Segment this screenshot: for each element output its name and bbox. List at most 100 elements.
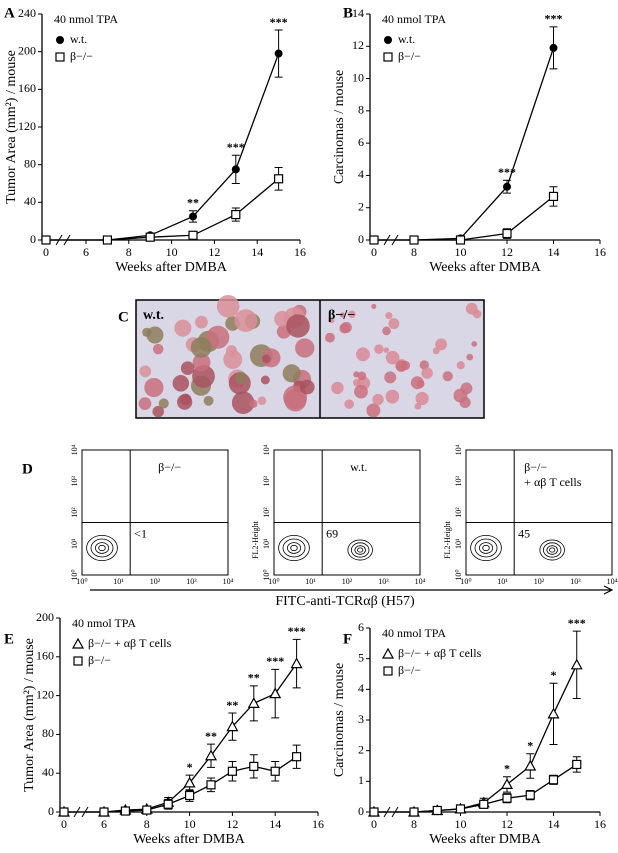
y-tick-label: 4: [358, 167, 364, 181]
significance: *: [504, 761, 510, 775]
y-tick-label: 10⁴: [70, 444, 79, 455]
flow-plot: [81, 449, 229, 576]
nodule: [385, 350, 400, 365]
x-tick-label: 0: [61, 817, 67, 831]
x-axis-label: FITC-anti-TCRαβ (H57): [275, 594, 415, 609]
nodule: [152, 405, 165, 418]
x-tick-label: 6: [83, 245, 89, 259]
data-point: [274, 174, 284, 184]
nodule: [260, 375, 270, 385]
nodule: [216, 295, 240, 318]
y-tick-label: 10²: [70, 507, 79, 518]
y-tick-label: 3: [358, 712, 364, 726]
y-tick-label: 240: [18, 6, 36, 20]
nodule: [472, 309, 482, 319]
data-point: [570, 658, 583, 670]
contour: [474, 538, 498, 558]
data-point: [102, 235, 113, 245]
significance: **: [205, 729, 217, 743]
significance: **: [226, 698, 238, 712]
nodule: [249, 399, 258, 408]
panel-letter: C: [118, 309, 129, 325]
legend-marker: [56, 36, 64, 44]
series-line: [64, 756, 297, 813]
nodule: [286, 314, 310, 338]
data-point: [548, 191, 559, 202]
nodule: [325, 332, 335, 343]
x-tick-label: 14: [548, 245, 560, 259]
y-tick-label: 10²: [454, 507, 463, 518]
data-point: [409, 235, 419, 245]
legend-label: β−/− + αβ T cells: [88, 636, 172, 650]
y-tick-label: 10³: [454, 475, 463, 486]
nodule: [174, 319, 192, 337]
nodule: [372, 393, 384, 406]
x-tick-label: 0: [43, 245, 49, 259]
data-point: [145, 232, 155, 242]
legend-marker: [73, 656, 83, 666]
panel-letter: E: [4, 631, 14, 647]
significance: ***: [270, 15, 288, 29]
x-tick-label: 10: [184, 817, 196, 831]
annotation: 40 nmol TPA: [382, 626, 446, 640]
nodule: [257, 396, 267, 405]
panel-letter: A: [4, 5, 15, 21]
y-tick-label: 10¹: [262, 538, 271, 549]
series-line: [374, 664, 578, 813]
nodule: [442, 371, 453, 382]
significance: ***: [545, 12, 563, 26]
y-tick-label: 80: [42, 726, 54, 740]
y-tick-label: 6: [358, 135, 364, 149]
x-tick-label: 0: [371, 245, 377, 259]
nodule: [356, 347, 370, 362]
y-tick-label: 200: [36, 610, 54, 624]
contour: [482, 544, 490, 552]
data-point: [503, 182, 511, 191]
nodule: [299, 379, 315, 395]
data-point: [270, 766, 280, 776]
nodule: [203, 395, 214, 406]
x-tick-label: 10: [166, 245, 178, 259]
contour: [350, 542, 370, 558]
x-tick-label: 14: [251, 245, 263, 259]
data-point: [231, 209, 241, 220]
contour: [542, 542, 562, 558]
series-line: [64, 663, 298, 813]
legend-marker: [384, 36, 392, 44]
nodule: [179, 393, 192, 406]
contour: [478, 542, 493, 554]
contour: [549, 547, 556, 553]
contour: [98, 544, 106, 552]
data-point: [269, 687, 282, 699]
data-point: [290, 657, 303, 669]
y-tick-label: 200: [18, 43, 36, 57]
nodule: [328, 317, 335, 324]
x-axis-label: Weeks after DMBA: [133, 832, 246, 847]
nodule: [366, 403, 381, 418]
contour: [470, 535, 502, 562]
nodule: [339, 323, 350, 334]
significance: *: [187, 760, 193, 774]
percent-label: 69: [326, 526, 338, 540]
nodule: [283, 385, 308, 410]
contour: [86, 535, 118, 562]
data-point: [204, 749, 218, 761]
y-tick-label: 10⁴: [262, 444, 271, 455]
y-tick-label: 10⁰: [454, 569, 463, 580]
x-tick-label: 10³: [570, 577, 581, 586]
plot-label: + αβ T cells: [524, 475, 582, 489]
x-tick-label: 10¹: [305, 577, 316, 586]
x-axis-label: Weeks after DMBA: [429, 260, 542, 275]
x-tick-label: 10³: [378, 577, 389, 586]
nodule: [435, 338, 447, 351]
x-tick-label: 10²: [342, 577, 353, 586]
data-point: [479, 799, 489, 809]
nodule: [415, 391, 429, 406]
nodule: [382, 326, 391, 336]
data-point: [249, 761, 259, 772]
flow-plot: [465, 449, 613, 576]
contour: [90, 538, 114, 558]
y-tick-label: 0: [358, 232, 364, 246]
nodule: [395, 360, 407, 372]
